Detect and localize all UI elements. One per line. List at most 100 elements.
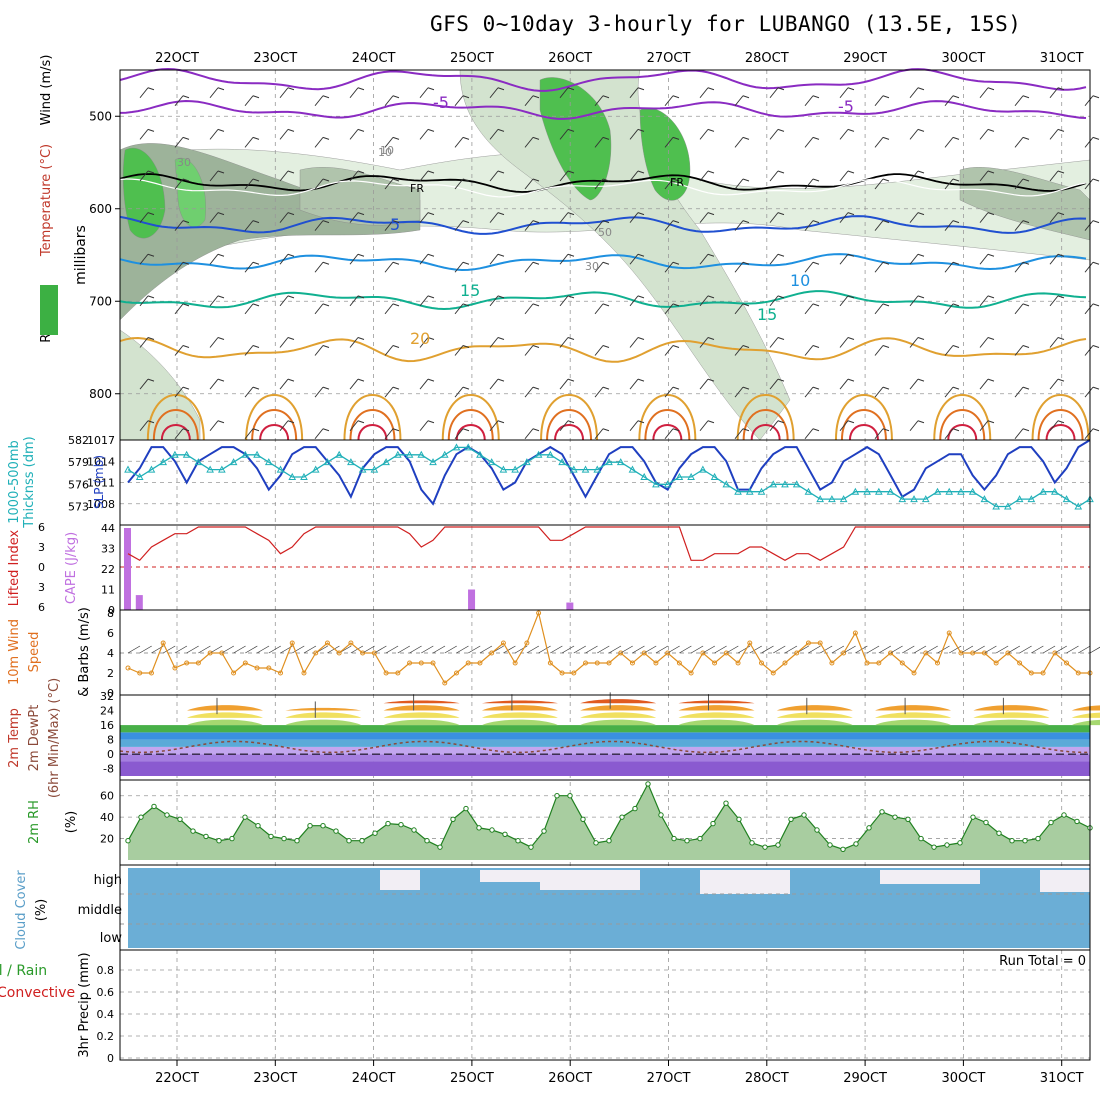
temperature-bulge (481, 700, 558, 704)
wind-barb (279, 295, 289, 307)
temp-contour-label: 20 (410, 329, 430, 348)
wind-barb (594, 303, 604, 315)
surface-wind-barb (327, 645, 340, 654)
wind-barb (279, 170, 289, 182)
temp-label: 2m Temp (7, 708, 22, 768)
wind-barb (979, 253, 989, 265)
temperature-bulge (1071, 712, 1100, 718)
wind-barb-flag (392, 428, 400, 432)
wind-barb (314, 428, 324, 440)
surface-wind-barb (526, 645, 540, 654)
wind-barb-flag (1092, 303, 1100, 307)
rh-point (242, 814, 248, 820)
rh-point (125, 838, 131, 844)
temperature-bulge (481, 719, 558, 726)
rh-point (255, 823, 261, 829)
wind-barb (944, 428, 954, 440)
wind-barb-flag (1092, 136, 1100, 140)
wind-point (888, 650, 894, 656)
wind-barb-flag (1057, 420, 1065, 424)
wind-barb (314, 303, 324, 315)
wind-barb-flag (742, 178, 750, 182)
wind-barb (944, 303, 954, 315)
wind-barb-flag (637, 253, 645, 257)
wind-barb-flag (707, 128, 715, 132)
wind-barb (944, 95, 954, 107)
date-label-top: 25OCT (450, 51, 494, 66)
wind-barb (174, 303, 184, 315)
wind-barb-flag (672, 220, 680, 224)
rh-point (593, 840, 599, 846)
wind-barb-flag (217, 295, 225, 299)
wind-barb (524, 386, 534, 398)
cape-tick-label: 11 (101, 584, 115, 597)
rh-point (996, 830, 1002, 836)
wind-barb (559, 129, 569, 140)
rh-tick-label: 20 (100, 833, 114, 846)
surface-wind-barb (819, 645, 833, 654)
temperature-band (120, 739, 1090, 747)
wind-barb (664, 345, 674, 356)
wind-barb-flag (672, 95, 680, 99)
rh-point (411, 827, 417, 833)
wind-barb (244, 220, 254, 231)
warm-contour (939, 409, 986, 441)
wind-barb (384, 220, 394, 231)
wind-barb-flag (322, 261, 330, 265)
wind-barb (734, 345, 744, 356)
precip-tick-label: 0.2 (97, 1030, 115, 1043)
slp-tick-label: 1011 (87, 477, 115, 490)
surface-wind-barb (679, 645, 692, 654)
wind-barb (174, 345, 184, 356)
rh-contour-label: 10 (380, 144, 394, 157)
wind-barb (594, 178, 604, 190)
wind-barb-flag (252, 345, 260, 348)
rh-tick-label: 40 (100, 811, 114, 824)
wind-barb-flag (987, 212, 995, 216)
wind-barb (734, 220, 744, 231)
surface-wind-barb (1078, 645, 1091, 654)
cloud-gap (880, 870, 980, 884)
temp-tick-label: 8 (107, 734, 114, 747)
surface-wind-barb (714, 645, 727, 654)
cape-tick-label: 33 (101, 543, 115, 556)
wind-barb (1014, 428, 1024, 440)
wind-point (700, 650, 706, 656)
temperature-bulge (1071, 705, 1100, 711)
wind-barb-flag (847, 378, 855, 382)
temperature-bulge (383, 719, 460, 726)
wind-barb-flag (357, 295, 365, 299)
wind-barb-flag (462, 261, 470, 265)
wind-barb (349, 253, 359, 265)
wind-barb-flag (672, 303, 680, 307)
surface-wind-barb (245, 645, 258, 654)
wind-barb-flag (182, 95, 190, 99)
wind-barb (629, 170, 639, 182)
warm-contour (644, 409, 691, 441)
wind-barb (1049, 87, 1059, 99)
wind-barb-flag (287, 378, 295, 382)
wind-barb-flag (637, 170, 645, 174)
wind-barb (174, 137, 184, 148)
cloud-gap (1040, 870, 1090, 892)
wind-barb-flag (567, 337, 575, 340)
wind-barb (524, 137, 534, 148)
wind-barb-flag (357, 87, 365, 91)
wind-barb-flag (1022, 345, 1030, 348)
wind-barb (909, 129, 919, 140)
surface-wind-barb (913, 645, 927, 654)
wind-barb-flag (287, 212, 295, 216)
temperature-bulge (973, 705, 1050, 711)
wind-barb-flag (952, 428, 960, 432)
surface-wind-barb (362, 645, 375, 654)
wind-barb-flag (672, 136, 680, 140)
wind-barb-flag (917, 87, 925, 91)
wind-barb-flag (392, 178, 400, 182)
wind-barb (1049, 337, 1059, 348)
rh-shade-area (174, 157, 206, 228)
warm-contour (933, 394, 992, 441)
wind-barb-flag (462, 428, 470, 432)
wind-barb-flag (182, 386, 190, 390)
wind-barb (244, 178, 254, 190)
cape-tick-label: 0 (108, 604, 115, 617)
